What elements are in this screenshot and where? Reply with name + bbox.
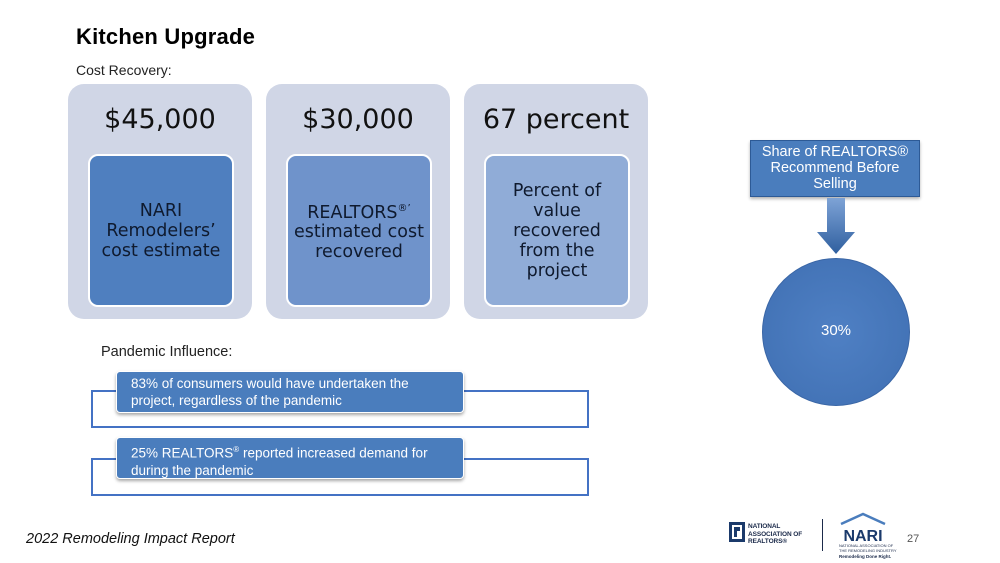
logo-divider xyxy=(822,519,823,551)
arrow-down-icon xyxy=(817,198,855,254)
nar-line: NATIONAL xyxy=(748,523,781,530)
page-number: 27 xyxy=(907,533,920,545)
share-recommend-box: Share of REALTORS® Recommend Before Sell… xyxy=(750,140,920,197)
pandemic-influence-label: Pandemic Influence: xyxy=(101,344,233,360)
nar-logo-text: NATIONAL ASSOCIATION OF REALTORS® xyxy=(748,523,802,546)
nari-logo-icon: NARI xyxy=(840,512,886,544)
cost-card-nari: $45,000 NARI Remodelers’ cost estimate xyxy=(68,84,252,319)
nari-subtext: NATIONAL ASSOCIATION OF THE REMODELING I… xyxy=(839,543,897,553)
report-name: 2022 Remodeling Impact Report xyxy=(26,531,235,547)
nari-tagline: Remodeling Done Right. xyxy=(839,554,892,559)
cost-card-realtors: $30,000 REALTORS®’ estimated cost recove… xyxy=(266,84,450,319)
card-label-post: estimated cost recovered xyxy=(294,222,424,263)
card-label: REALTORS®’ estimated cost recovered xyxy=(286,154,432,307)
card-label: Percent of value recovered from the proj… xyxy=(484,154,630,307)
card-value: 67 percent xyxy=(482,104,630,135)
pandemic-item: 25% REALTORS® reported increased demand … xyxy=(116,437,464,479)
card-label: NARI Remodelers’ cost estimate xyxy=(88,154,234,307)
slide-title: Kitchen Upgrade xyxy=(76,24,256,49)
pandemic-item-post: reported increased demand for during the… xyxy=(131,445,428,478)
share-value: 30% xyxy=(820,322,852,339)
pandemic-item-sup: ® xyxy=(233,445,240,454)
realtor-logo-icon xyxy=(729,522,745,542)
nar-line: REALTORS® xyxy=(748,538,788,545)
card-label-sup: ®’ xyxy=(397,202,411,214)
card-value: $30,000 xyxy=(302,104,414,135)
share-circle: 30% xyxy=(762,258,910,406)
svg-text:NARI: NARI xyxy=(843,528,882,544)
card-label-pre: REALTORS xyxy=(307,202,398,223)
cost-card-percent: 67 percent Percent of value recovered fr… xyxy=(464,84,648,319)
card-value: $45,000 xyxy=(104,104,216,135)
pandemic-item-pre: 25% REALTORS xyxy=(131,445,234,461)
cost-recovery-label: Cost Recovery: xyxy=(76,62,172,78)
nar-line: ASSOCIATION OF xyxy=(748,530,803,538)
pandemic-item: 83% of consumers would have undertaken t… xyxy=(116,371,464,413)
